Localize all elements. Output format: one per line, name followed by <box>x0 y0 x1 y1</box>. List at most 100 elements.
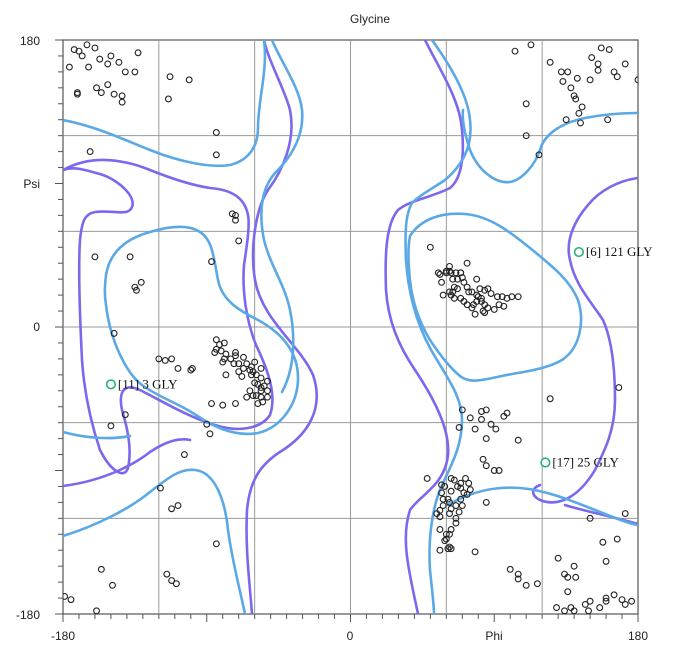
data-point <box>188 365 196 372</box>
data-point <box>246 387 254 395</box>
data-point <box>613 73 621 81</box>
data-point <box>67 596 75 604</box>
data-point <box>455 508 463 516</box>
data-points <box>63 41 638 614</box>
data-point <box>500 302 508 310</box>
data-point <box>118 98 126 106</box>
data-point <box>438 481 445 489</box>
x-tick-label-mid: 0 <box>347 629 354 643</box>
data-point <box>605 46 613 54</box>
data-point <box>594 60 602 68</box>
data-point <box>168 355 176 363</box>
data-point <box>220 339 228 347</box>
data-point <box>557 68 565 76</box>
data-point <box>514 570 522 578</box>
data-point <box>232 352 239 360</box>
data-point <box>594 66 602 74</box>
data-point <box>121 411 129 419</box>
data-point <box>471 310 479 318</box>
grid-lines <box>63 40 638 614</box>
data-point <box>457 269 465 277</box>
data-point <box>257 384 265 392</box>
data-point <box>596 604 604 612</box>
data-point <box>463 259 471 267</box>
data-point <box>91 253 99 261</box>
data-point <box>222 371 230 379</box>
data-point <box>586 514 594 522</box>
data-point <box>522 581 530 589</box>
data-point <box>511 47 519 55</box>
allowed-contour-left-bottom <box>63 438 192 488</box>
data-point <box>63 593 69 600</box>
data-point <box>257 374 265 382</box>
data-point <box>174 365 182 372</box>
data-point <box>174 502 182 510</box>
data-point <box>503 294 511 302</box>
data-point <box>599 538 607 546</box>
data-point <box>133 286 140 294</box>
data-point <box>586 597 594 605</box>
data-point <box>452 502 460 510</box>
data-point <box>481 286 489 294</box>
data-point <box>572 573 580 581</box>
data-point <box>533 580 541 588</box>
data-point <box>263 377 271 385</box>
favored-contour-left-top <box>260 40 304 394</box>
data-point <box>490 467 498 474</box>
data-point <box>248 371 255 379</box>
data-point <box>436 270 444 278</box>
data-point <box>450 476 458 484</box>
data-point <box>447 526 455 533</box>
data-point <box>466 486 474 494</box>
data-point <box>263 387 271 395</box>
data-point <box>463 283 471 291</box>
data-point <box>447 545 455 553</box>
data-point <box>439 291 447 299</box>
data-point <box>564 588 572 596</box>
data-point <box>458 274 466 282</box>
data-point <box>97 89 105 97</box>
data-point <box>450 294 458 302</box>
data-point <box>452 519 460 527</box>
data-point <box>78 52 86 60</box>
data-point <box>490 306 498 313</box>
data-point <box>460 278 468 286</box>
data-point <box>230 360 238 368</box>
data-point <box>474 293 482 301</box>
data-point <box>452 514 460 522</box>
data-point <box>564 573 572 581</box>
data-point <box>257 393 265 401</box>
data-point <box>450 283 458 291</box>
favored-contour-right-core <box>407 212 583 382</box>
data-point <box>131 68 139 76</box>
tick-marks <box>55 39 639 622</box>
data-point <box>172 580 180 588</box>
data-point <box>110 90 118 98</box>
data-point <box>457 495 465 503</box>
favored-contour-left-upper <box>63 40 267 168</box>
data-point <box>478 408 485 415</box>
data-point <box>454 285 461 293</box>
data-point <box>570 562 578 570</box>
data-point <box>482 406 490 414</box>
data-point <box>168 505 176 513</box>
data-point <box>121 68 129 76</box>
data-point <box>219 358 227 366</box>
data-point <box>602 594 610 602</box>
data-point <box>562 116 570 124</box>
data-point <box>478 416 485 423</box>
data-point <box>446 262 453 270</box>
data-point <box>487 290 495 297</box>
data-point <box>503 409 511 417</box>
data-point <box>251 358 259 366</box>
data-point <box>436 546 444 554</box>
data-point <box>433 510 441 517</box>
data-point <box>446 530 453 538</box>
data-point <box>514 293 522 301</box>
favored-contour-right-lower <box>446 486 638 527</box>
data-point <box>235 368 243 376</box>
data-point <box>260 382 268 390</box>
data-point <box>240 365 247 372</box>
data-point <box>438 489 445 497</box>
